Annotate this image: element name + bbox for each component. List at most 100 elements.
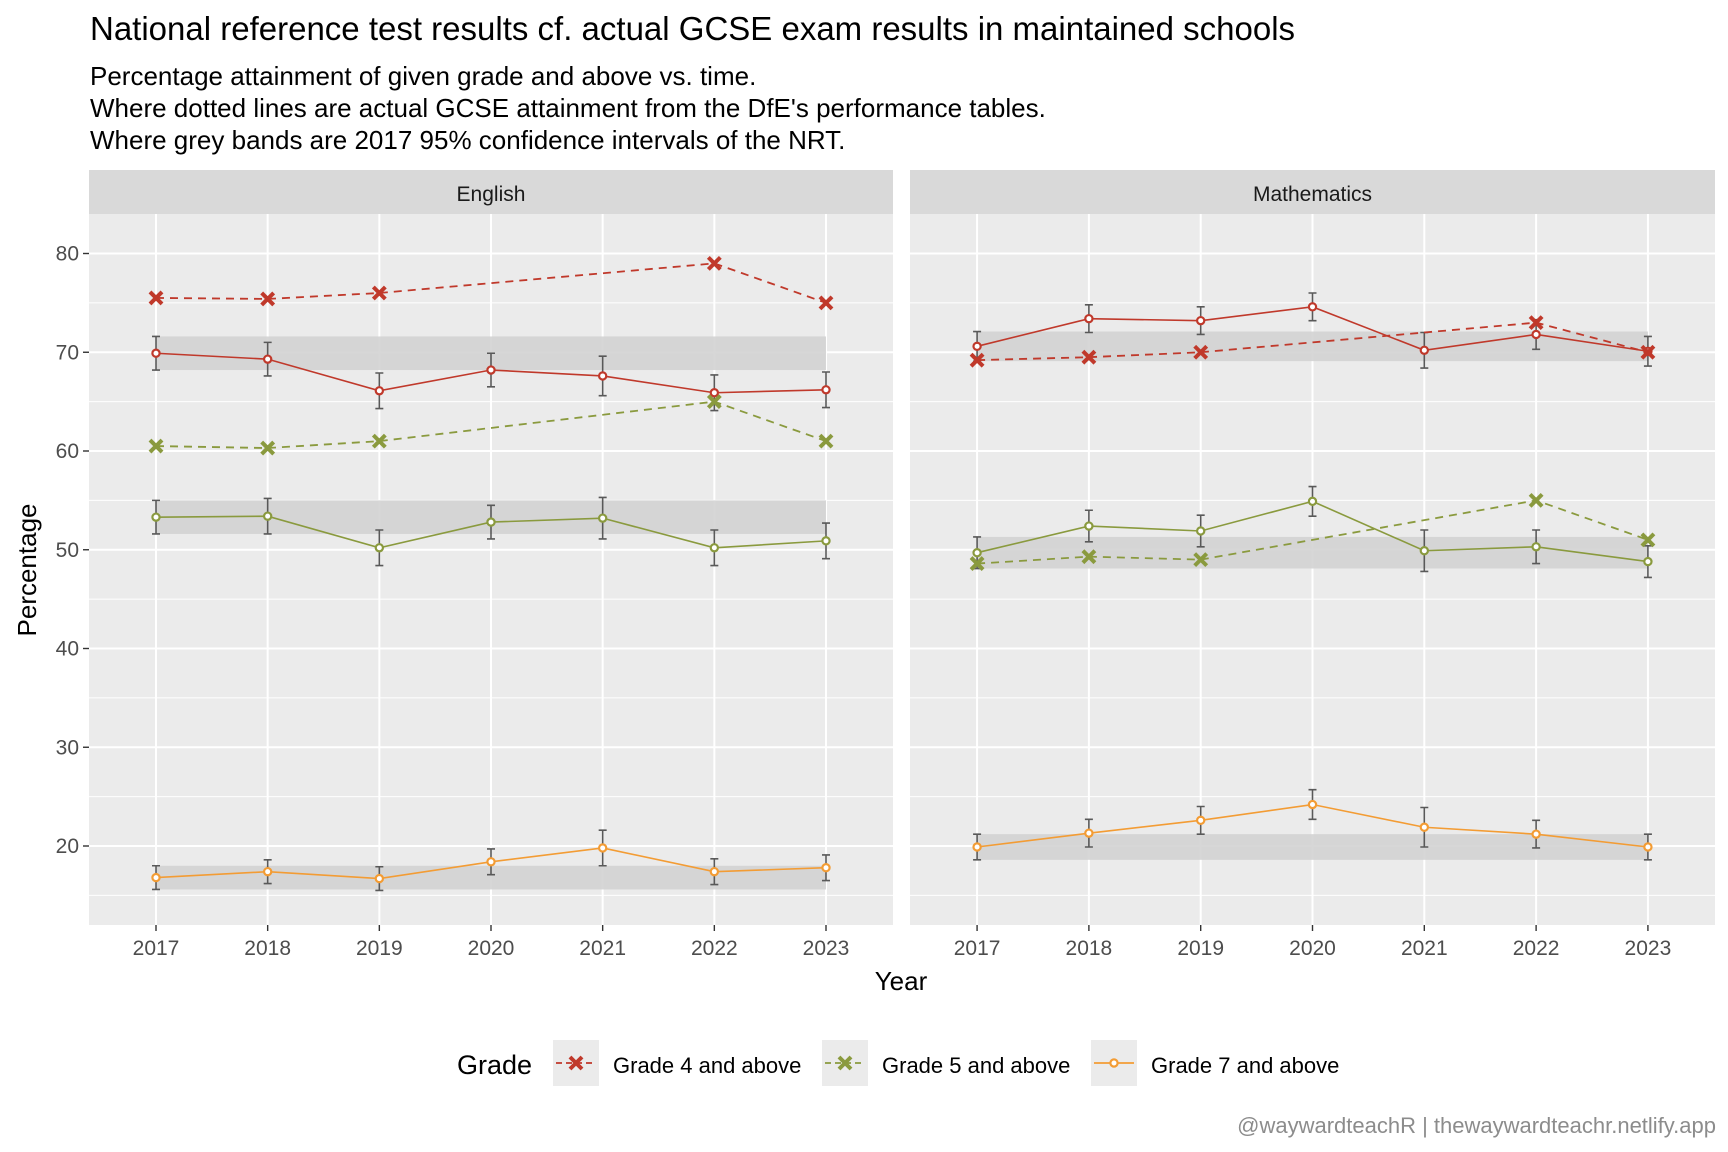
y-tick-label: 20 [56, 835, 79, 858]
gcse-data-point [1193, 344, 1209, 360]
panel-mathematics: Mathematics 2017 2018 2019 2020 2021 2022 2023 [910, 170, 1715, 960]
gcse-data-point [706, 255, 722, 271]
subtitle-line-3: Where grey bands are 2017 95% confidence… [90, 125, 846, 155]
x-tick-label: 2019 [356, 937, 403, 960]
gcse-data-point [1081, 549, 1097, 565]
nrt-data-point [1419, 822, 1430, 832]
nrt-data-point [1307, 799, 1318, 810]
nrt-data-point [1643, 842, 1653, 852]
nrt-data-point [1084, 313, 1094, 324]
nrt-data-point [151, 512, 161, 522]
gcse-data-point [148, 438, 164, 454]
gcse-data-point [260, 440, 276, 456]
legend-title: Grade [457, 1050, 532, 1080]
confidence-band [977, 536, 1648, 569]
gcse-data-point [371, 285, 387, 301]
legend-key-point [1109, 1058, 1119, 1068]
subtitle-line-2: Where dotted lines are actual GCSE attai… [90, 93, 1046, 123]
nrt-data-point [1531, 542, 1541, 552]
legend-key [553, 1040, 599, 1086]
gcse-data-point [148, 290, 164, 306]
gcse-data-point [1640, 532, 1656, 548]
nrt-data-point [1195, 526, 1206, 536]
nrt-data-point [972, 842, 982, 852]
nrt-data-point [1307, 302, 1318, 312]
gcse-series-line [977, 321, 1649, 362]
nrt-data-point [1307, 496, 1318, 507]
confidence-band [156, 865, 826, 890]
gcse-series-line [977, 499, 1649, 565]
gcse-data-point [1193, 552, 1209, 568]
nrt-data-point [821, 863, 831, 873]
subtitle-line-1: Percentage attainment of given grade and… [90, 61, 757, 91]
nrt-data-point [1531, 829, 1541, 839]
gcse-data-point [1081, 349, 1097, 365]
nrt-data-point [709, 543, 720, 553]
nrt-data-point [374, 543, 385, 553]
y-tick-label: 80 [56, 243, 79, 266]
gcse-data-point [1528, 315, 1544, 331]
x-tick-label: 2022 [1513, 937, 1560, 960]
gcse-data-point [260, 291, 276, 307]
facet-strip [910, 170, 1715, 214]
facet-strip-label: Mathematics [1253, 183, 1372, 206]
x-tick-label: 2022 [691, 937, 738, 960]
gcse-data-point [706, 394, 722, 410]
chart-title: National reference test results cf. actu… [90, 10, 1296, 47]
nrt-data-point [709, 388, 720, 398]
nrt-data-point [597, 371, 608, 381]
gcse-data-point [818, 433, 834, 449]
nrt-data-point [486, 857, 496, 867]
x-tick-label: 2018 [244, 937, 291, 960]
nrt-data-point [262, 354, 273, 364]
confidence-band [977, 834, 1648, 860]
nrt-data-point [1084, 828, 1094, 838]
x-tick-label: 2021 [1401, 937, 1448, 960]
x-tick-label: 2017 [954, 937, 1001, 960]
nrt-data-point [972, 548, 982, 558]
x-tick-label: 2023 [1625, 937, 1672, 960]
gcse-series-line [155, 400, 827, 449]
legend-label: Grade 5 and above [882, 1053, 1070, 1078]
nrt-data-point [821, 385, 831, 395]
legend-label: Grade 7 and above [1151, 1053, 1339, 1078]
nrt-data-point [1084, 521, 1094, 531]
legend-key [1091, 1040, 1137, 1086]
gcse-data-point [1528, 492, 1544, 508]
nrt-data-point [1419, 546, 1430, 556]
nrt-data-point [821, 536, 831, 546]
nrt-data-point [597, 513, 608, 523]
x-axis-title: Year [875, 966, 928, 996]
nrt-data-point [151, 872, 161, 883]
nrt-data-point [597, 843, 608, 853]
nrt-data-point [374, 386, 385, 396]
gcse-data-point [371, 433, 387, 449]
x-tick-label: 2020 [1289, 937, 1336, 960]
nrt-data-point [1531, 329, 1541, 340]
x-tick-label: 2017 [133, 937, 180, 960]
legend-label: Grade 4 and above [613, 1053, 801, 1078]
y-tick-label: 40 [56, 638, 79, 661]
nrt-data-point [1419, 345, 1430, 355]
y-tick-label: 30 [56, 736, 79, 759]
nrt-data-point [709, 866, 720, 877]
gcse-data-point [969, 556, 985, 571]
nrt-data-point [262, 511, 273, 521]
x-tick-label: 2023 [803, 937, 850, 960]
nrt-data-point [486, 365, 496, 375]
nrt-data-point [151, 348, 161, 358]
gcse-data-point [818, 295, 834, 311]
y-axis-title: Percentage [12, 504, 42, 637]
nrt-data-point [972, 341, 982, 352]
x-tick-label: 2018 [1066, 937, 1113, 960]
facet-strip-label: English [457, 183, 526, 206]
y-tick-label: 60 [56, 440, 79, 463]
gcse-data-point [969, 352, 985, 368]
nrt-data-point [486, 517, 496, 527]
nrt-data-point [374, 873, 385, 884]
legend-key-cross [837, 1055, 853, 1071]
gcse-data-point [1640, 344, 1656, 360]
chart-caption: @waywardteachR | thewaywardteachr.netlif… [1237, 1113, 1716, 1138]
legend-key [822, 1040, 868, 1086]
